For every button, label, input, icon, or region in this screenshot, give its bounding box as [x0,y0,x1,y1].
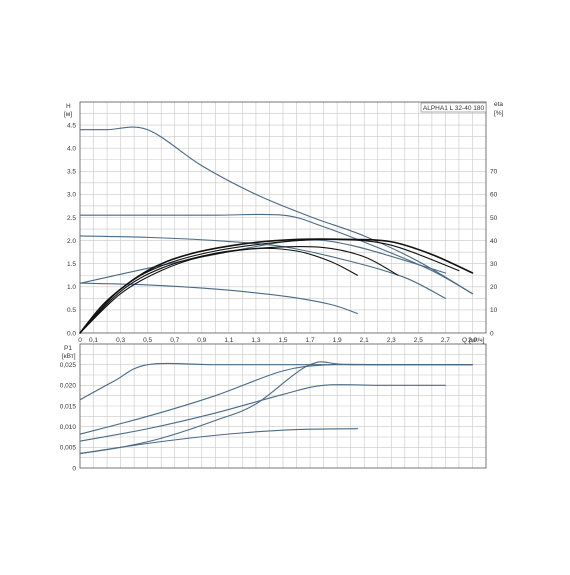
eta-tick-label: 10 [490,307,498,314]
head-tick-label: 4.0 [67,146,76,153]
flow-tick-label: 0 [78,337,82,344]
head-tick-label: 3.0 [67,192,76,199]
flow-tick-label: 0,5 [143,337,152,344]
head-axis-label: H [66,103,71,110]
eta-tick-label: 60 [490,192,498,199]
power-panel: P1[кВт] 0 0,005 0,010 0,015 0,020 0,025 [60,343,487,472]
efficiency-curve-8 [79,247,358,334]
flow-tick-label: 1,7 [306,337,315,344]
head-efficiency-panel: H[м] 0.0 0.5 1.0 1.5 2.0 2.5 3.0 3.5 4.0 4.5 eta [%]… [64,101,504,344]
flow-tick-label: 2,5 [414,337,423,344]
power-axis-label: P1 [64,345,72,352]
head-tick-label: 1.5 [67,261,76,268]
power-curve-0 [79,362,474,401]
flow-tick-label: 2,7 [441,337,450,344]
power-curve-2 [79,384,446,442]
flow-tick-label: 0,3 [116,337,125,344]
efficiency-curve-6 [79,238,460,334]
eta-tick-label: 40 [490,238,498,245]
flow-tick-label: 2,3 [387,337,396,344]
eta-tick-label: 0 [490,330,494,337]
head-tick-label: 2.0 [67,238,76,245]
flow-tick-label: 1,9 [333,337,342,344]
head-plot-frame [79,101,487,334]
power-curve-1 [79,363,474,435]
eta-tick-label: 20 [490,284,498,291]
head-tick-label: 3.5 [67,169,76,176]
head-curve-3 [79,282,358,315]
head-tick-label: 2.5 [67,215,76,222]
flow-axis-label: Q [462,337,467,344]
head-tick-label: 1.0 [67,284,76,291]
power-plot-frame [79,343,487,469]
flow-tick-label: 0,9 [197,337,206,344]
flow-tick-label: 1,3 [251,337,260,344]
power-curve-4 [79,428,358,455]
flow-tick-label: 2,1 [360,337,369,344]
head-curve-0 [79,126,474,295]
flow-tick-label: 1,1 [224,337,233,344]
head-tick-label: 0.5 [67,307,76,314]
head-curve-1 [79,213,474,295]
eta-axis-label: eta [494,101,503,108]
flow-tick-label: 0,1 [89,337,98,344]
flow-axis-unit: [м³/ч] [469,337,485,344]
title-box [420,102,487,113]
power-tick-label: 0,020 [60,383,77,390]
efficiency-curve-7 [79,246,399,334]
flow-tick-label: 0,7 [170,337,179,344]
chart-title: ALPHA1 L 32-40 180 [423,105,485,112]
flow-tick-label: 1,5 [278,337,287,344]
power-curve-3 [79,361,474,455]
head-tick-label: 4.5 [67,122,76,129]
power-tick-label: 0,015 [60,403,77,410]
power-tick-label: 0,010 [60,424,77,431]
power-tick-label: 0,025 [60,362,77,369]
eta-tick-label: 50 [490,215,498,222]
eta-tick-label: 30 [490,261,498,268]
power-tick-label: 0 [72,465,76,472]
head-tick-label: 0.0 [67,330,76,337]
eta-tick-label: 70 [490,169,498,176]
efficiency-curve-4 [79,239,446,284]
power-axis-unit: [кВт] [62,353,76,360]
eta-axis-unit: [%] [494,110,504,117]
flow-tick-label: 2,9 [468,337,477,344]
head-axis-unit: [м] [64,111,72,118]
power-tick-label: 0,005 [60,445,77,452]
